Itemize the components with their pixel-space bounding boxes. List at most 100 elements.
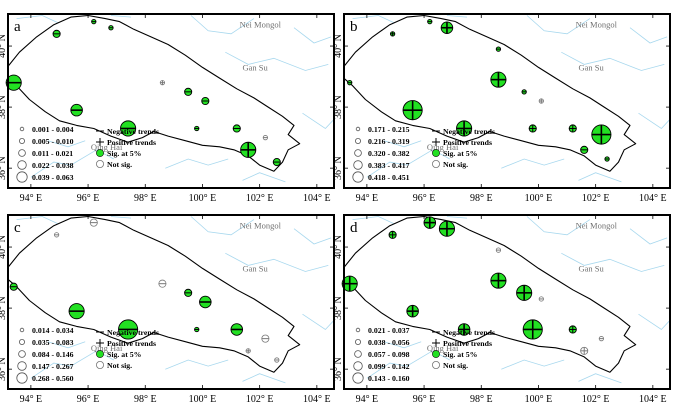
x-tick-label: 98° E	[134, 193, 157, 204]
station-marker	[184, 288, 193, 297]
river-line	[225, 252, 329, 272]
station-marker	[580, 346, 589, 355]
significant-symbol	[96, 350, 104, 358]
station-marker	[490, 71, 507, 88]
station-marker	[120, 120, 137, 137]
legend-class-label: 0.021 - 0.037	[368, 326, 410, 335]
river-line	[242, 373, 286, 384]
station-marker	[118, 319, 139, 340]
legend-class-label: 0.147 - 0.267	[32, 362, 74, 371]
map-panel-c: Nei Mongol Gan Su Qing Hai 0.014 - 0.034 0.0…	[0, 214, 335, 405]
legend-class-label: 0.143 - 0.160	[368, 374, 410, 383]
y-tick-label: 40° N	[333, 34, 344, 58]
station-marker	[402, 100, 423, 121]
river-line	[165, 158, 229, 169]
station-marker	[194, 125, 200, 132]
river-line	[110, 216, 132, 219]
legend-class-label: 0.039 - 0.063	[32, 173, 74, 182]
station-marker	[457, 323, 471, 336]
map-panel-d: Nei Mongol Gan Su Qing Hai 0.021 - 0.037 0.0…	[333, 214, 671, 405]
legend-class-label: 0.084 - 0.146	[32, 350, 74, 359]
x-tick-label: 104° E	[303, 193, 331, 204]
legend-positive-label: Positive trends	[107, 339, 156, 348]
legend-class-circle	[19, 327, 25, 333]
legend-class-circle	[18, 149, 26, 157]
legend-significant-label: Sig. at 5%	[443, 149, 478, 158]
river-line	[16, 216, 63, 227]
panel-frame	[343, 214, 671, 390]
station-marker	[568, 124, 577, 133]
legend-class-circle	[18, 137, 25, 144]
river-line	[561, 51, 665, 71]
legend-class-circle	[355, 327, 361, 333]
legend-class-circle	[354, 137, 361, 144]
river-line	[638, 313, 670, 331]
station-marker	[232, 124, 241, 133]
x-tick-label: 98° E	[470, 394, 493, 405]
station-marker	[54, 232, 60, 238]
legend-class-circle	[354, 338, 361, 345]
y-tick-label: 36° N	[333, 156, 344, 180]
significant-symbol	[96, 149, 104, 157]
x-tick-label: 102° E	[246, 394, 274, 405]
region-label-qing-hai: Qing Hai	[91, 343, 123, 353]
river-line	[383, 140, 422, 148]
station-marker	[347, 80, 353, 86]
region-label-nei-mongol: Nei Mongol	[576, 20, 618, 30]
station-marker	[495, 247, 502, 253]
river-line	[578, 172, 622, 183]
y-tick-label: 36° N	[333, 357, 344, 381]
map-body	[344, 215, 670, 389]
region-label-qing-hai: Qing Hai	[427, 142, 459, 152]
station-marker	[108, 25, 114, 31]
station-marker	[490, 272, 507, 289]
station-marker	[201, 96, 210, 106]
station-marker	[240, 141, 257, 158]
river-line	[165, 359, 229, 370]
legend-class-circle	[355, 126, 361, 132]
legend-class-label: 0.268 - 0.560	[32, 374, 74, 383]
legend-not-significant-label: Not sig.	[107, 361, 132, 370]
station-marker	[591, 124, 612, 145]
station-marker	[274, 357, 280, 363]
river-line	[190, 216, 255, 236]
basin-outline	[8, 215, 301, 373]
station-marker	[406, 304, 419, 318]
x-tick-label: 102° E	[246, 193, 274, 204]
river-line	[225, 51, 329, 71]
river-line	[526, 15, 591, 35]
station-marker	[159, 80, 166, 86]
river-line	[302, 112, 334, 130]
legend-class-label: 0.014 - 0.034	[32, 326, 74, 335]
legend-class-label: 0.383 - 0.417	[368, 161, 410, 170]
y-tick-label: 36° N	[0, 156, 8, 180]
legend-class-label: 0.099 - 0.142	[368, 362, 410, 371]
x-tick-label: 94° E	[20, 193, 43, 204]
y-tick-label: 38° N	[333, 95, 344, 119]
region-label-qing-hai: Qing Hai	[427, 343, 459, 353]
basin-outline	[344, 14, 637, 172]
legend-class-circle	[353, 160, 363, 170]
x-tick-label: 104° E	[303, 394, 331, 405]
x-tick-label: 96° E	[77, 193, 100, 204]
legend-class-circle	[17, 361, 27, 371]
map-body	[8, 14, 334, 188]
legend-significant-label: Sig. at 5%	[107, 350, 142, 359]
x-tick-label: 100° E	[525, 193, 553, 204]
station-marker	[427, 18, 433, 25]
station-marker	[388, 230, 397, 239]
x-tick-label: 100° E	[189, 394, 217, 405]
legend-class-label: 0.171 - 0.215	[368, 125, 410, 134]
legend-not-significant-label: Not sig.	[443, 361, 468, 370]
legend-class-circle	[354, 149, 362, 157]
station-marker	[89, 218, 98, 227]
station-marker	[495, 46, 502, 52]
station-marker	[9, 282, 18, 291]
x-tick-label: 104° E	[639, 193, 667, 204]
legend-positive-label: Positive trends	[443, 138, 492, 147]
panel-letter: b	[350, 19, 358, 35]
legend-class-circle	[16, 171, 28, 183]
station-marker	[199, 295, 212, 309]
station-marker	[522, 319, 543, 340]
map-body	[8, 215, 334, 389]
